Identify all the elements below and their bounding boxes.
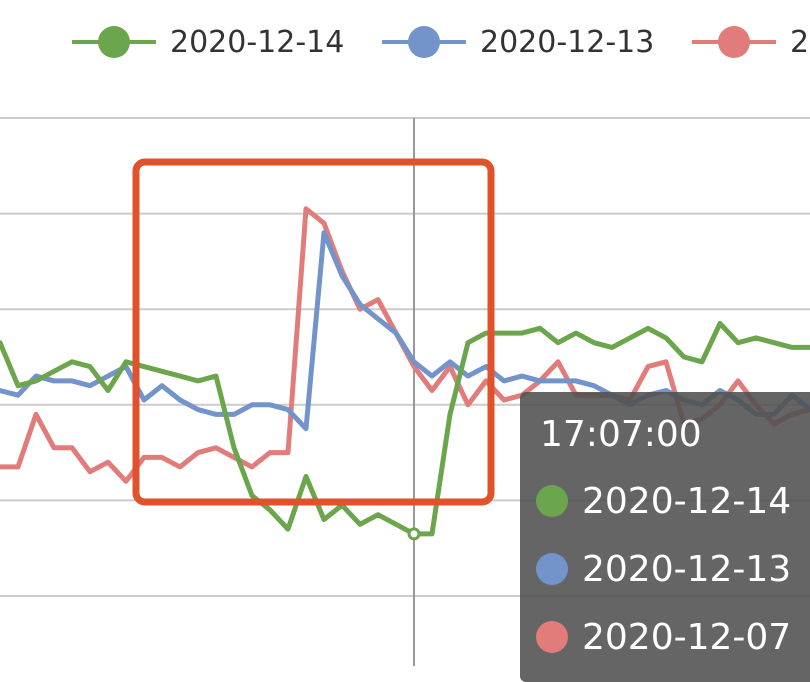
- tooltip-dot-icon: [536, 553, 568, 585]
- legend-label: 2020-12-14: [170, 24, 345, 60]
- tooltip-row-2020-12-14: 2020-12-14: [536, 476, 791, 526]
- legend-swatch-blue: [382, 14, 466, 70]
- legend-label: 2020-12-13: [480, 24, 655, 60]
- legend-item-2020-12-14[interactable]: 2020-12-14: [72, 14, 344, 70]
- legend: 2020-12-14 2020-12-13 2020-12-07: [0, 14, 810, 70]
- tooltip-label: 2020-12-13: [582, 548, 792, 590]
- hover-point-marker: [407, 527, 421, 541]
- tooltip-time: 17:07:00: [540, 414, 702, 455]
- tooltip-label: 2020-12-14: [582, 480, 792, 522]
- legend-item-2020-12-13[interactable]: 2020-12-13: [382, 14, 654, 70]
- legend-dot-icon: [408, 26, 440, 58]
- tooltip-dot-icon: [536, 485, 568, 517]
- tooltip-dot-icon: [536, 621, 568, 653]
- legend-dot-icon: [718, 26, 750, 58]
- legend-swatch-green: [72, 14, 156, 70]
- legend-label: 2020-12-07: [790, 24, 810, 60]
- tooltip-label: 2020-12-07: [582, 616, 792, 658]
- tooltip-row-2020-12-07: 2020-12-07: [536, 612, 791, 662]
- tooltip: 17:07:00 2020-12-14 2020-12-13 2020-12-0…: [520, 392, 810, 682]
- tooltip-row-2020-12-13: 2020-12-13: [536, 544, 791, 594]
- legend-swatch-red: [692, 14, 776, 70]
- legend-dot-icon: [98, 26, 130, 58]
- highlight-box: [132, 158, 495, 506]
- legend-item-2020-12-07[interactable]: 2020-12-07: [692, 14, 810, 70]
